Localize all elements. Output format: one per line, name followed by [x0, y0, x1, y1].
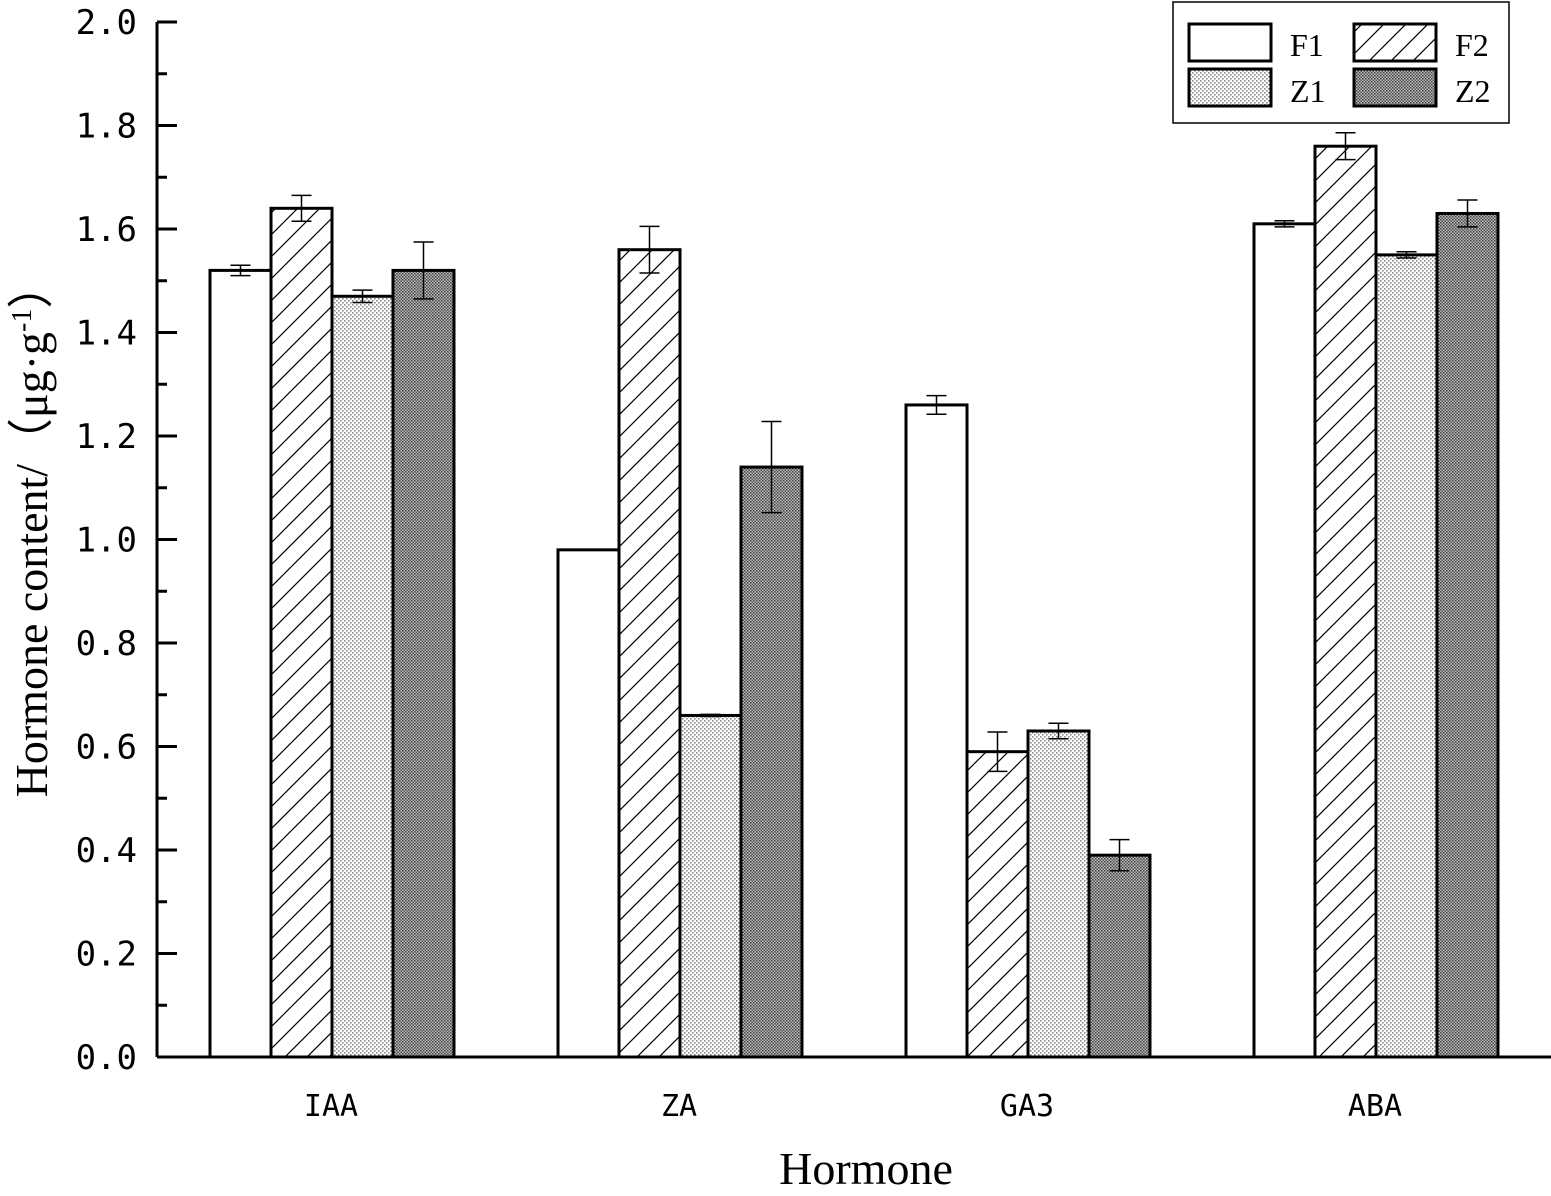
- x-tick-label: GA3: [1000, 1089, 1054, 1124]
- bar-f1-za: [556, 548, 621, 1059]
- legend-label-f1: F1: [1290, 27, 1324, 63]
- y-tick-label: 1.0: [76, 521, 137, 561]
- x-axis-title: Hormone: [779, 1143, 953, 1191]
- x-tick-label: ZA: [661, 1089, 697, 1124]
- axes-layer: [155, 20, 1551, 1059]
- y-axis-title-tail: ）: [6, 263, 57, 309]
- bar-z2-aba: [1435, 211, 1500, 1059]
- bar-f2-iaa: [269, 206, 334, 1059]
- x-tick-label: IAA: [304, 1089, 358, 1124]
- y-tick-label: 0.0: [76, 1038, 137, 1078]
- bar-f1-iaa: [208, 268, 273, 1059]
- bar-z2-ga3: [1087, 853, 1152, 1059]
- bar-z1-ga3: [1026, 729, 1091, 1059]
- y-tick-label: 0.8: [76, 624, 137, 664]
- legend-swatch-z1: [1187, 67, 1273, 108]
- y-tick-label: 0.4: [76, 831, 137, 871]
- y-tick-label: 1.2: [76, 417, 137, 457]
- y-tick-label: 0.2: [76, 935, 137, 975]
- bar-z1-aba: [1374, 253, 1439, 1059]
- y-tick-label: 0.6: [76, 728, 137, 768]
- x-tick-label: ABA: [1348, 1089, 1402, 1124]
- y-tick-label: 1.4: [76, 314, 137, 354]
- y-axis-title: Hormone content/（μg·g-1）: [6, 263, 57, 798]
- bar-f1-ga3: [904, 403, 969, 1059]
- legend: F1 F2 Z1 Z2: [1172, 1, 1510, 124]
- legend-label-z2: Z2: [1455, 73, 1491, 109]
- y-tick-label: 2.0: [76, 3, 137, 43]
- bar-z2-za: [739, 465, 804, 1059]
- legend-label-z1: Z1: [1290, 73, 1326, 109]
- y-tick-label: 1.8: [76, 107, 137, 147]
- bar-f2-aba: [1313, 144, 1378, 1059]
- legend-swatch-f1: [1187, 22, 1273, 63]
- legend-label-f2: F2: [1455, 27, 1489, 63]
- bars-layer: [208, 131, 1500, 1059]
- bar-z1-za: [678, 713, 743, 1059]
- bar-f2-za: [617, 248, 682, 1059]
- bar-f1-aba: [1252, 222, 1317, 1059]
- bar-z1-iaa: [330, 294, 395, 1059]
- labels-layer: 0.0 0.2 0.4 0.6 0.8 1.0 1.2 1.4 1.6 1.8 2.0 IAA ZA GA…: [6, 3, 1402, 1194]
- bar-z2-iaa: [391, 268, 456, 1059]
- y-axis-title-superscript: -1: [7, 309, 38, 332]
- y-axis-title-main: Hormone content/（μg·g: [6, 332, 57, 797]
- legend-swatch-f2: [1352, 22, 1438, 63]
- legend-swatch-z2: [1352, 67, 1438, 108]
- bar-f2-ga3: [965, 750, 1030, 1059]
- y-tick-label: 1.6: [76, 210, 137, 250]
